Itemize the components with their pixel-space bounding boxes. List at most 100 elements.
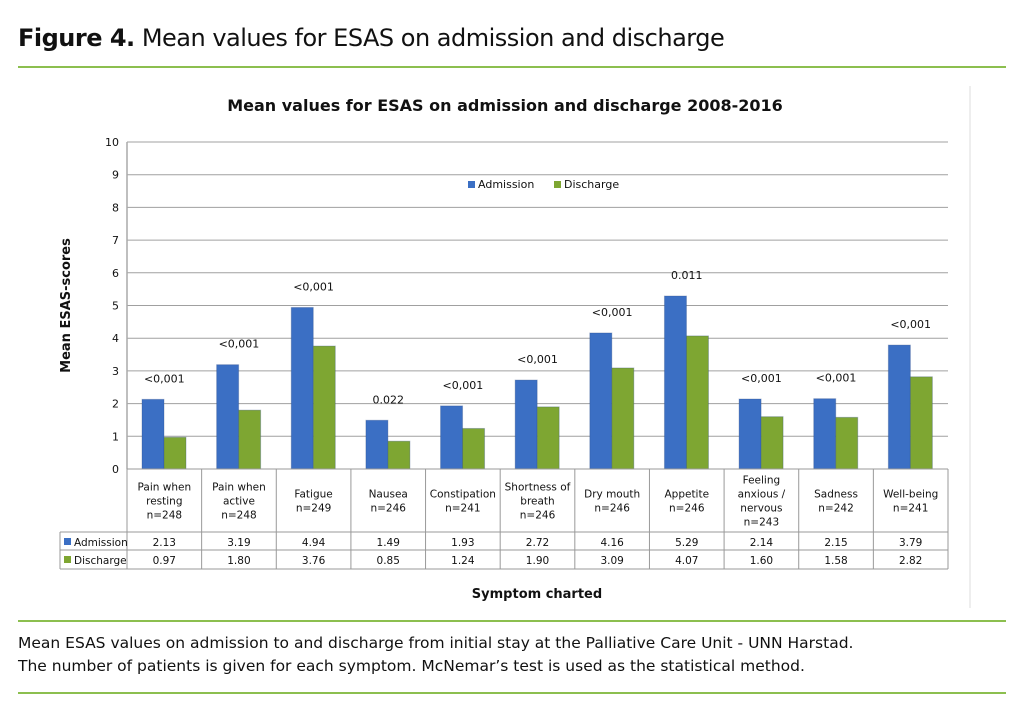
- table-value-admission: 2.15: [824, 537, 847, 549]
- y-tick-label: 6: [112, 267, 119, 280]
- category-label: n=248: [147, 510, 183, 522]
- x-axis-label: Symptom charted: [472, 587, 602, 602]
- y-tick-label: 3: [112, 365, 119, 378]
- bar-admission: [663, 295, 687, 470]
- p-value-label: <0,001: [741, 372, 782, 385]
- table-legend-swatch: [64, 538, 71, 545]
- y-axis-label: Mean ESAS-scores: [59, 238, 74, 373]
- p-value-label: <0,001: [816, 372, 857, 385]
- category-label: breath: [520, 496, 554, 508]
- y-tick-label: 4: [112, 332, 119, 345]
- bar-discharge: [387, 440, 411, 470]
- category-label: n=246: [520, 510, 556, 522]
- category-label: n=246: [669, 503, 705, 515]
- table-legend-swatch: [64, 556, 71, 563]
- table-value-admission: 4.94: [302, 537, 326, 549]
- caption: Mean ESAS values on admission to and dis…: [18, 632, 853, 678]
- figure-title-text: Mean values for ESAS on admission and di…: [141, 24, 725, 52]
- table-value-discharge: 3.09: [600, 555, 623, 567]
- category-label: Well-being: [883, 489, 938, 501]
- category-label: Pain when: [138, 482, 192, 494]
- y-tick-label: 7: [112, 234, 119, 247]
- category-label: resting: [146, 496, 182, 508]
- p-value-label: 0.022: [372, 393, 404, 406]
- divider-middle: [18, 620, 1006, 622]
- table-value-discharge: 0.97: [153, 555, 176, 567]
- p-value-label: <0,001: [890, 318, 931, 331]
- category-label: nervous: [740, 503, 782, 515]
- bar-admission: [738, 398, 762, 470]
- category-label: anxious /: [738, 489, 786, 501]
- divider-top: [18, 66, 1006, 68]
- y-tick-label: 0: [112, 463, 119, 476]
- bar-discharge: [163, 436, 187, 470]
- p-value-label: <0,001: [517, 353, 558, 366]
- legend-label-admission: Admission: [478, 178, 534, 191]
- figure-title: Figure 4. Mean values for ESAS on admiss…: [18, 24, 725, 52]
- table-value-admission: 3.19: [227, 537, 250, 549]
- category-label: Sadness: [814, 489, 858, 501]
- y-tick-label: 5: [112, 300, 119, 313]
- bar-admission: [514, 379, 538, 470]
- p-value-label: <0,001: [443, 379, 484, 392]
- y-tick-label: 2: [112, 398, 119, 411]
- table-row-label: Admission: [74, 537, 128, 549]
- caption-line-1: Mean ESAS values on admission to and dis…: [18, 634, 854, 652]
- bar-admission: [813, 398, 837, 470]
- divider-bottom: [18, 692, 1006, 694]
- legend-swatch-admission: [468, 181, 475, 188]
- category-label: Feeling: [743, 475, 781, 487]
- table-value-discharge: 2.82: [899, 555, 922, 567]
- category-label: n=246: [594, 503, 630, 515]
- table-value-discharge: 1.58: [824, 555, 847, 567]
- table-value-admission: 2.14: [750, 537, 774, 549]
- y-tick-label: 9: [112, 169, 119, 182]
- legend-swatch-discharge: [554, 181, 561, 188]
- bar-discharge: [536, 406, 560, 470]
- bar-admission: [216, 364, 240, 470]
- category-label: n=241: [893, 503, 929, 515]
- table-value-discharge: 3.76: [302, 555, 326, 567]
- table-value-discharge: 1.24: [451, 555, 475, 567]
- table-value-admission: 2.72: [526, 537, 549, 549]
- p-value-label: <0,001: [144, 372, 185, 385]
- bar-discharge: [835, 416, 859, 470]
- table-value-admission: 5.29: [675, 537, 698, 549]
- bar-admission: [589, 332, 613, 470]
- category-label: n=246: [370, 503, 406, 515]
- caption-line-2: The number of patients is given for each…: [18, 657, 805, 675]
- category-label: n=243: [744, 517, 780, 529]
- bar-discharge: [685, 335, 709, 470]
- bar-admission: [887, 344, 911, 470]
- figure-label: Figure 4.: [18, 24, 135, 52]
- chart-title: Mean values for ESAS on admission and di…: [227, 96, 783, 115]
- bar-discharge: [611, 367, 635, 470]
- table-row-label: Discharge: [74, 555, 127, 567]
- table-value-discharge: 1.80: [227, 555, 250, 567]
- category-label: Pain when: [212, 482, 266, 494]
- p-value-label: <0,001: [293, 280, 334, 293]
- bar-discharge: [760, 416, 784, 470]
- table-value-admission: 4.16: [600, 537, 624, 549]
- category-label: Dry mouth: [584, 489, 640, 501]
- table-value-admission: 1.49: [377, 537, 400, 549]
- bar-admission: [440, 405, 464, 470]
- bar-discharge: [909, 376, 933, 470]
- p-value-label: <0,001: [219, 338, 260, 351]
- table-value-admission: 2.13: [153, 537, 176, 549]
- category-label: Appetite: [664, 489, 709, 501]
- category-label: n=242: [818, 503, 854, 515]
- bar-discharge: [462, 427, 486, 470]
- category-label: n=248: [221, 510, 257, 522]
- bar-admission: [290, 306, 314, 470]
- category-label: Constipation: [430, 489, 496, 501]
- bar-discharge: [312, 345, 336, 470]
- category-label: Nausea: [369, 489, 408, 501]
- y-tick-label: 1: [112, 430, 119, 443]
- table-value-discharge: 4.07: [675, 555, 698, 567]
- table-value-discharge: 0.85: [377, 555, 400, 567]
- y-tick-label: 10: [105, 136, 119, 149]
- category-label: active: [223, 496, 255, 508]
- category-label: Fatigue: [294, 489, 332, 501]
